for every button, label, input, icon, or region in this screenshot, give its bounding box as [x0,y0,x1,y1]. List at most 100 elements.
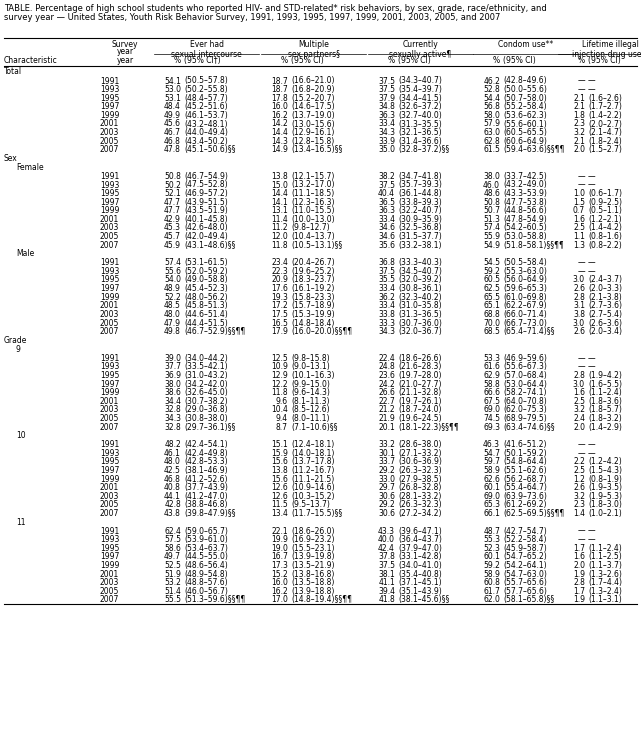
Text: 21.9: 21.9 [378,414,395,423]
Text: (55.3–63.0): (55.3–63.0) [503,267,547,276]
Text: 46.3: 46.3 [483,440,500,449]
Text: (27.9–38.5): (27.9–38.5) [398,474,442,484]
Text: 45.7: 45.7 [164,232,181,241]
Text: 13.1: 13.1 [271,206,288,215]
Text: 13.4: 13.4 [271,509,288,518]
Text: 1.3: 1.3 [573,240,585,250]
Text: 2003: 2003 [100,492,119,501]
Text: 2001: 2001 [100,119,119,128]
Text: —: — [578,180,585,189]
Text: Ever had
sexual intercourse: Ever had sexual intercourse [171,40,242,59]
Text: 57.4: 57.4 [164,258,181,267]
Text: 2007: 2007 [100,509,119,518]
Text: (62.2–67.9): (62.2–67.9) [503,301,547,310]
Text: (41.6–51.2): (41.6–51.2) [503,440,547,449]
Text: (13.0–15.6): (13.0–15.6) [291,119,335,128]
Text: 63.0: 63.0 [483,128,500,137]
Text: 61.5: 61.5 [483,145,500,154]
Text: 49.8: 49.8 [164,327,181,336]
Text: (54.7–65.2): (54.7–65.2) [503,552,547,561]
Text: —: — [578,362,585,371]
Text: (1.9–5.3): (1.9–5.3) [588,492,622,501]
Text: (51.3–59.6)§§¶¶: (51.3–59.6)§§¶¶ [184,595,246,604]
Text: 69.0: 69.0 [483,405,500,414]
Text: 74.5: 74.5 [483,414,500,423]
Text: (11.7–15.5)§§: (11.7–15.5)§§ [291,509,342,518]
Text: 2.8: 2.8 [573,371,585,380]
Text: (95% CI): (95% CI) [588,56,620,65]
Text: (33.3–40.3): (33.3–40.3) [398,258,442,267]
Text: (1.3–2.6): (1.3–2.6) [588,570,622,579]
Text: 37.5: 37.5 [378,561,395,570]
Text: (1.5–4.3): (1.5–4.3) [588,466,622,475]
Text: 33.4: 33.4 [378,301,395,310]
Text: 2001: 2001 [100,215,119,224]
Text: 11: 11 [16,517,26,527]
Text: (15.2–20.7): (15.2–20.7) [291,93,335,102]
Text: (21.1–32.8): (21.1–32.8) [398,388,441,397]
Text: (58.1–65.8)§§: (58.1–65.8)§§ [503,595,554,604]
Text: (0.8–1.6): (0.8–1.6) [588,232,622,241]
Text: 3.0: 3.0 [573,318,585,327]
Text: 54.4: 54.4 [483,93,500,102]
Text: (50.5–58.4): (50.5–58.4) [503,258,547,267]
Text: 29.7: 29.7 [378,483,395,492]
Text: (35.1–43.9): (35.1–43.9) [398,587,442,596]
Text: (55.7–65.6): (55.7–65.6) [503,578,547,587]
Text: 66.6: 66.6 [483,388,500,397]
Text: 2007: 2007 [100,595,119,604]
Text: (9.5–13.7): (9.5–13.7) [291,500,330,509]
Text: 47.9: 47.9 [164,318,181,327]
Text: (42.4–49.8): (42.4–49.8) [184,449,228,458]
Text: (41.2–47.0): (41.2–47.0) [184,492,228,501]
Text: 37.5: 37.5 [378,76,395,85]
Text: 16.7: 16.7 [271,552,288,561]
Text: (19.7–28.0): (19.7–28.0) [398,371,442,380]
Text: 39.4: 39.4 [378,587,395,596]
Text: (8.1–11.3): (8.1–11.3) [291,397,329,406]
Text: 19.9: 19.9 [271,535,288,544]
Text: (16.0–20.0)§§¶¶: (16.0–20.0)§§¶¶ [291,327,352,336]
Text: 2.1: 2.1 [573,137,585,145]
Text: (32.0–39.2): (32.0–39.2) [398,275,442,284]
Text: 11.8: 11.8 [271,388,288,397]
Text: (53.4–63.7): (53.4–63.7) [184,544,228,553]
Text: 46.1: 46.1 [164,449,181,458]
Text: 2005: 2005 [100,232,119,241]
Text: Currently
sexually active¶: Currently sexually active¶ [389,40,452,59]
Text: 40.0: 40.0 [378,535,395,544]
Text: 62.5: 62.5 [483,284,500,293]
Text: 38.2: 38.2 [378,172,395,181]
Text: (40.1–45.8): (40.1–45.8) [184,215,228,224]
Text: 3.1: 3.1 [573,301,585,310]
Text: 48.9: 48.9 [164,284,181,293]
Text: (1.9–3.5): (1.9–3.5) [588,483,622,492]
Text: 33.4: 33.4 [378,119,395,128]
Text: (1.6–2.6): (1.6–2.6) [588,93,622,102]
Text: 44.1: 44.1 [164,492,181,501]
Text: (0.9–2.5): (0.9–2.5) [588,197,622,207]
Text: (32.1–36.5): (32.1–36.5) [398,128,442,137]
Text: (14.8–18.4): (14.8–18.4) [291,318,335,327]
Text: (49.0–58.8): (49.0–58.8) [184,275,228,284]
Text: 2.5: 2.5 [573,466,585,475]
Text: 24.2: 24.2 [378,379,395,389]
Text: 51.4: 51.4 [164,587,181,596]
Text: (0.8–2.2): (0.8–2.2) [588,240,622,250]
Text: 65.5: 65.5 [483,292,500,302]
Text: 22.4: 22.4 [378,354,395,363]
Text: 18.7: 18.7 [271,85,288,94]
Text: 68.8: 68.8 [483,310,500,319]
Text: 35.0: 35.0 [378,145,395,154]
Text: 29.2: 29.2 [378,500,395,509]
Text: 3.2: 3.2 [573,128,585,137]
Text: (43.2–48.1): (43.2–48.1) [184,119,228,128]
Text: (2.0–2.7): (2.0–2.7) [588,119,622,128]
Text: (34.2–42.0): (34.2–42.0) [184,379,228,389]
Text: (11.0–15.5): (11.0–15.5) [291,206,335,215]
Text: 2005: 2005 [100,587,119,596]
Text: 69.0: 69.0 [483,492,500,501]
Text: (46.0–56.7): (46.0–56.7) [184,587,228,596]
Text: %: % [493,56,500,65]
Text: 62.0: 62.0 [483,595,500,604]
